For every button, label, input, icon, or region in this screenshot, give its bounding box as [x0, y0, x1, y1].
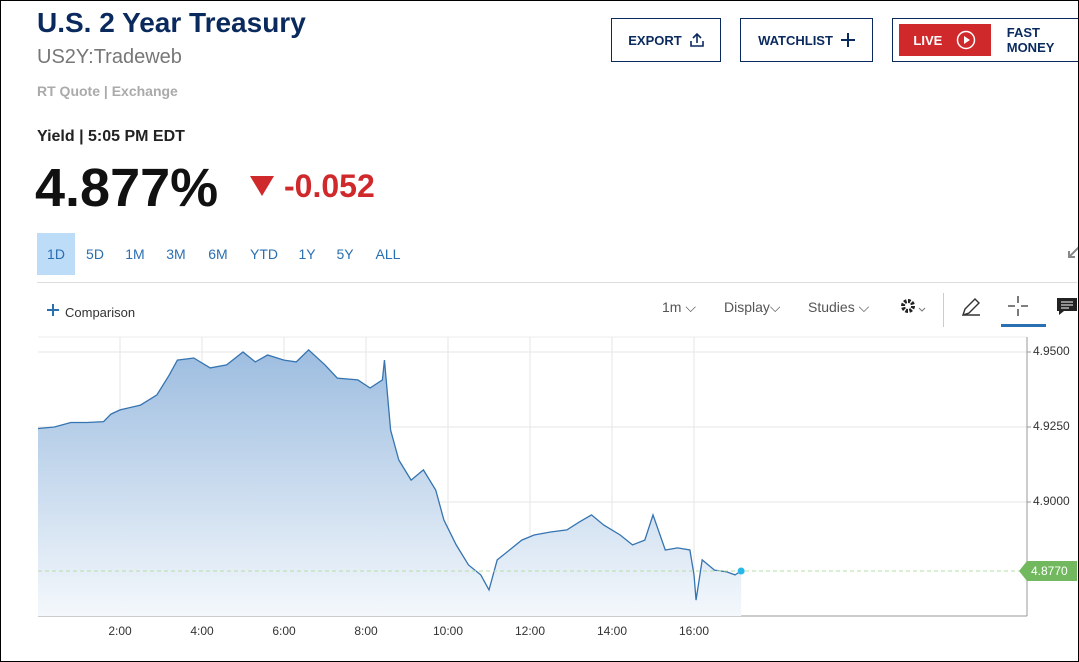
- x-tick-label: 12:00: [515, 624, 545, 638]
- price: 4.877%: [35, 158, 219, 218]
- display-label: Display: [724, 299, 770, 315]
- quote-label: Yield | 5:05 PM EDT: [37, 128, 185, 145]
- last-point: [737, 567, 745, 575]
- title: U.S. 2 Year Treasury: [37, 7, 306, 38]
- range-tab[interactable]: ALL: [375, 246, 401, 262]
- draw-icon[interactable]: [960, 296, 982, 318]
- studies-label: Studies: [808, 299, 855, 315]
- watchlist-button[interactable]: WATCHLIST: [740, 18, 873, 62]
- x-tick-label: 6:00: [272, 624, 296, 638]
- range-tab[interactable]: 1Y: [298, 246, 316, 262]
- plus-icon: [840, 33, 855, 47]
- separator: [943, 293, 944, 327]
- last-value-tag: [1019, 561, 1077, 581]
- active-indicator: [1001, 324, 1046, 327]
- y-tick-label: 4.9500: [1033, 344, 1070, 358]
- x-tick-label: 10:00: [433, 624, 463, 638]
- display-menu[interactable]: Display⌵: [724, 299, 781, 315]
- settings-icon[interactable]: [899, 297, 929, 317]
- export-button[interactable]: EXPORT: [611, 18, 721, 62]
- button-label: EXPORT: [628, 32, 682, 48]
- live-badge: LIVE: [899, 24, 991, 56]
- range-tab[interactable]: 3M: [166, 246, 186, 262]
- area: [38, 349, 742, 616]
- source: RT Quote | Exchange: [37, 83, 178, 99]
- range-tab[interactable]: 5Y: [336, 246, 354, 262]
- comparison[interactable]: Comparison: [65, 305, 136, 320]
- studies-menu[interactable]: Studies ⌵: [808, 299, 870, 315]
- crosshair-icon[interactable]: [1007, 295, 1029, 317]
- interval-label: 1m: [662, 299, 682, 315]
- range-tab[interactable]: YTD: [250, 246, 278, 262]
- plus-icon: [47, 304, 59, 316]
- comment-icon[interactable]: [1056, 297, 1078, 317]
- live-button[interactable]: LIVE FAST MONEY: [892, 18, 1078, 62]
- down-arrow: [250, 176, 274, 196]
- symbol: US2Y:Tradeweb: [37, 46, 182, 68]
- divider: [37, 282, 1077, 283]
- live-label: LIVE: [913, 32, 943, 48]
- collapse-icon[interactable]: [1067, 245, 1079, 259]
- range-tab[interactable]: 1M: [125, 246, 145, 262]
- range-tab[interactable]: 6M: [208, 246, 228, 262]
- x-tick-label: 14:00: [597, 624, 627, 638]
- export-icon: [689, 33, 704, 47]
- change: -0.052: [284, 168, 375, 204]
- play-icon: [957, 30, 976, 50]
- show-label: FAST MONEY: [1006, 25, 1055, 55]
- range-tab[interactable]: 5D: [86, 246, 104, 262]
- x-tick-label: 4:00: [190, 624, 214, 638]
- x-tick-label: 8:00: [354, 624, 378, 638]
- last-value-label: 4.8770: [1031, 564, 1068, 578]
- y-tick-label: 4.9250: [1033, 419, 1070, 433]
- x-tick-label: 2:00: [108, 624, 132, 638]
- x-tick-label: 16:00: [679, 624, 709, 638]
- button-label: WATCHLIST: [758, 32, 833, 48]
- range-tab[interactable]: 1D: [37, 233, 75, 275]
- interval[interactable]: 1m ⌵: [662, 299, 696, 315]
- line: [37, 349, 742, 601]
- y-tick-label: 4.9000: [1033, 494, 1070, 508]
